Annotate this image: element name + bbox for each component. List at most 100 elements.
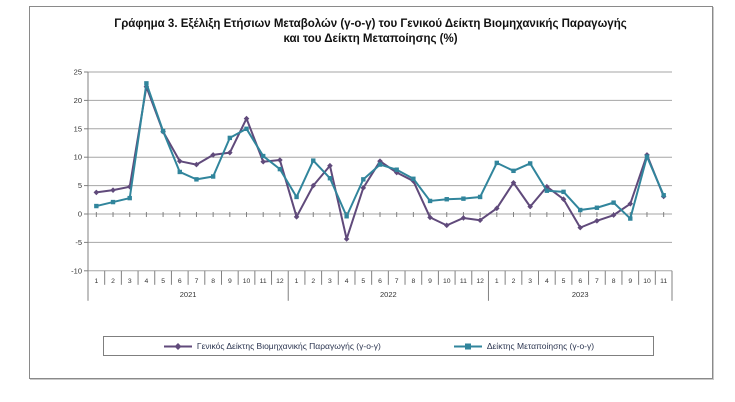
- month-label: 9: [428, 278, 432, 285]
- month-label: 4: [145, 278, 149, 285]
- data-point: [194, 177, 199, 182]
- month-label: 5: [161, 278, 165, 285]
- data-point: [227, 135, 233, 141]
- chart-legend: Γενικός Δείκτης Βιομηχανικής Παραγωγής (…: [103, 336, 654, 356]
- legend-item-manufacturing: Δείκτης Μεταποίησης (γ-ο-γ): [453, 341, 594, 351]
- data-point: [661, 193, 666, 198]
- month-label: 11: [460, 278, 467, 285]
- data-point: [611, 200, 616, 205]
- data-point: [527, 203, 533, 210]
- month-label: 9: [628, 278, 632, 285]
- chart-title: Γράφημα 3. Εξέλιξη Ετήσιων Μεταβολών (γ-…: [29, 17, 712, 47]
- year-label: 2023: [572, 290, 589, 299]
- month-label: 12: [476, 278, 484, 285]
- data-point: [427, 198, 433, 204]
- month-label: 1: [495, 278, 499, 285]
- data-point: [527, 161, 533, 166]
- data-point: [443, 222, 450, 229]
- data-point: [460, 215, 467, 221]
- data-point: [610, 212, 617, 218]
- month-label: 7: [195, 278, 199, 285]
- month-label: 8: [411, 278, 415, 285]
- month-label: 10: [643, 278, 651, 285]
- chart-title-line1: Γράφημα 3. Εξέλιξη Ετήσιων Μεταβολών (γ-…: [114, 18, 627, 30]
- month-label: 5: [361, 278, 365, 285]
- data-point: [126, 183, 133, 190]
- data-point: [127, 195, 132, 201]
- month-label: 6: [378, 278, 382, 285]
- data-point: [227, 149, 233, 156]
- month-label: 2: [111, 278, 115, 285]
- month-label: 6: [578, 278, 582, 285]
- month-label: 11: [660, 278, 667, 285]
- month-label: 10: [443, 278, 451, 285]
- month-label: 8: [612, 278, 616, 285]
- data-point: [311, 158, 316, 163]
- month-label: 5: [562, 278, 566, 285]
- data-point: [510, 179, 517, 186]
- legend-marker-manufacturing-icon: [453, 343, 482, 349]
- y-axis-label: 5: [78, 181, 82, 190]
- data-point: [361, 177, 366, 182]
- data-point: [444, 197, 449, 202]
- data-point: [627, 200, 634, 207]
- legend-marker-industrial-production-icon: [163, 342, 192, 350]
- month-label: 11: [260, 278, 267, 285]
- data-point: [110, 187, 116, 193]
- y-axis-label: 20: [74, 96, 82, 105]
- data-point: [577, 224, 584, 231]
- legend-label-manufacturing: Δείκτης Μεταποίησης (γ-ο-γ): [486, 341, 595, 351]
- data-point: [494, 160, 499, 166]
- data-point: [377, 162, 383, 167]
- data-point: [261, 153, 266, 159]
- y-axis-label: 25: [74, 68, 82, 77]
- month-label: 7: [395, 278, 399, 285]
- month-label: 3: [328, 278, 332, 285]
- data-point: [360, 185, 367, 191]
- month-label: 10: [243, 278, 251, 285]
- data-point: [277, 166, 283, 172]
- data-point: [628, 216, 633, 221]
- data-point: [394, 167, 399, 172]
- year-label: 2021: [180, 290, 197, 299]
- data-point: [343, 236, 350, 242]
- data-point: [461, 196, 466, 201]
- data-point: [110, 199, 116, 205]
- data-point: [344, 214, 349, 219]
- month-label: 6: [178, 278, 182, 285]
- data-point: [244, 126, 249, 131]
- chart-outer-frame: [29, 6, 713, 379]
- data-point: [377, 158, 383, 164]
- month-label: 4: [345, 278, 349, 285]
- legend-label-industrial-production: Γενικός Δείκτης Βιομηχανικής Παραγωγής (…: [196, 341, 381, 351]
- y-axis-label: -10: [71, 266, 82, 275]
- data-point: [561, 189, 566, 195]
- y-axis-label: -5: [75, 238, 82, 247]
- data-point: [327, 162, 333, 169]
- month-label: 3: [128, 278, 132, 285]
- data-point: [511, 168, 516, 174]
- data-point: [294, 194, 299, 200]
- data-point: [327, 176, 333, 181]
- data-point: [477, 194, 483, 200]
- data-point: [177, 169, 182, 175]
- data-point: [160, 128, 166, 134]
- month-label: 2: [512, 278, 516, 285]
- data-point: [578, 207, 583, 213]
- data-point: [494, 205, 500, 212]
- data-point: [544, 188, 550, 193]
- month-label: 4: [545, 278, 549, 285]
- data-point: [210, 174, 216, 179]
- data-point: [411, 176, 416, 181]
- data-point: [310, 182, 317, 189]
- data-point: [94, 203, 99, 209]
- data-point: [260, 158, 266, 165]
- data-point: [477, 217, 483, 224]
- data-point: [293, 214, 300, 220]
- data-point: [144, 81, 149, 86]
- month-label: 2: [311, 278, 315, 285]
- month-label: 3: [528, 278, 532, 285]
- data-point: [277, 157, 283, 163]
